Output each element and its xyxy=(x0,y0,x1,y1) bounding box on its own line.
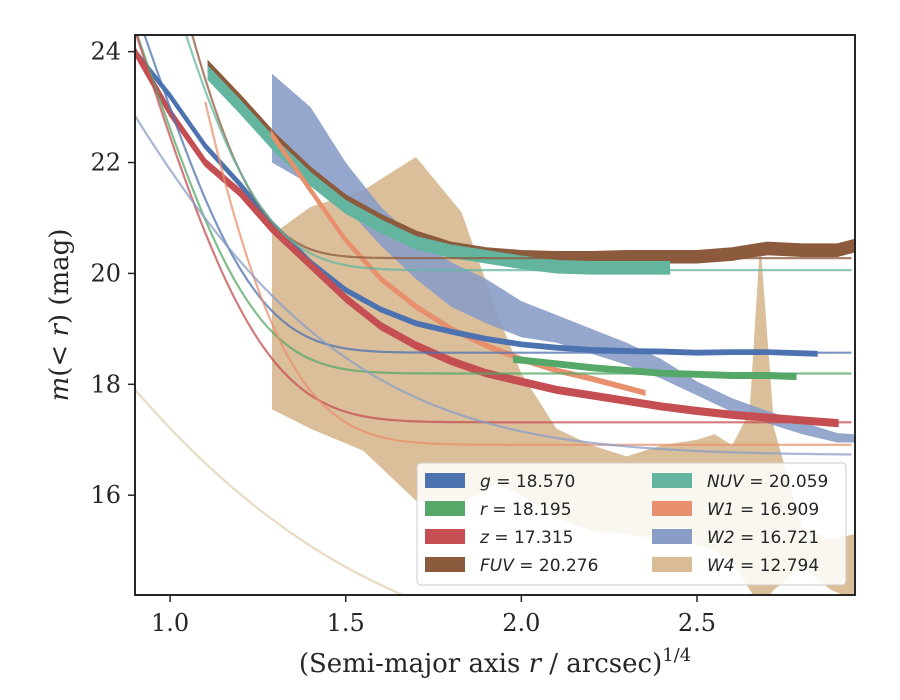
y-axis: 16 18 20 22 24 xyxy=(90,38,135,509)
legend-label-g: g = 18.570 xyxy=(480,472,575,492)
model-curve-nuv xyxy=(184,35,852,272)
legend-label-z: z = 17.315 xyxy=(479,528,573,548)
legend-label-nuv: NUV = 20.059 xyxy=(707,472,828,492)
y-tick-label: 24 xyxy=(90,38,121,66)
legend-label-r: r = 18.195 xyxy=(480,500,572,520)
x-tick-label: 1.5 xyxy=(327,609,365,637)
legend-swatch-w1 xyxy=(652,501,692,516)
x-axis-label: (Semi-major axis r / arcsec)1/4 xyxy=(299,645,691,679)
y-tick-label: 20 xyxy=(90,259,121,287)
legend-label-w4: W4 = 12.794 xyxy=(707,556,819,576)
model-curve-r xyxy=(136,35,852,375)
model-curve-fuv xyxy=(191,35,852,260)
y-tick-label: 22 xyxy=(90,149,121,177)
model-curve-z xyxy=(135,35,852,424)
measured-w1 xyxy=(270,129,646,396)
x-tick-label: 1.0 xyxy=(151,609,189,637)
x-tick-label: 2.0 xyxy=(502,609,540,637)
x-tick-label: 2.5 xyxy=(678,609,716,637)
legend-swatch-g xyxy=(425,473,465,488)
measured-z xyxy=(135,46,839,428)
measured-nuv xyxy=(207,65,671,275)
legend-swatch-fuv xyxy=(425,557,465,572)
legend-swatch-z xyxy=(425,529,465,544)
x-axis: 1.0 1.5 2.0 2.5 xyxy=(151,595,716,637)
y-tick-label: 18 xyxy=(90,370,121,398)
y-axis-label: m(< r) (mag) xyxy=(45,229,75,402)
legend-label-w1: W1 = 16.909 xyxy=(707,500,819,520)
model-curve-w1 xyxy=(204,101,852,446)
legend-swatch-w4 xyxy=(652,557,692,572)
model-curve-g xyxy=(143,35,852,354)
legend-swatch-nuv xyxy=(652,473,692,488)
legend-label-fuv: FUV = 20.276 xyxy=(480,556,598,576)
legend-frame xyxy=(416,462,847,586)
legend: g = 18.570 r = 18.195 z = 17.315 FUV = 20.2… xyxy=(416,462,847,586)
legend-swatch-r xyxy=(425,501,465,516)
model-curve-w2 xyxy=(135,115,852,456)
model-curve-w4 xyxy=(135,388,406,595)
plot-frame xyxy=(134,34,856,596)
legend-swatch-w2 xyxy=(652,529,692,544)
y-tick-label: 16 xyxy=(90,481,121,509)
legend-label-w2: W2 = 16.721 xyxy=(707,528,819,548)
